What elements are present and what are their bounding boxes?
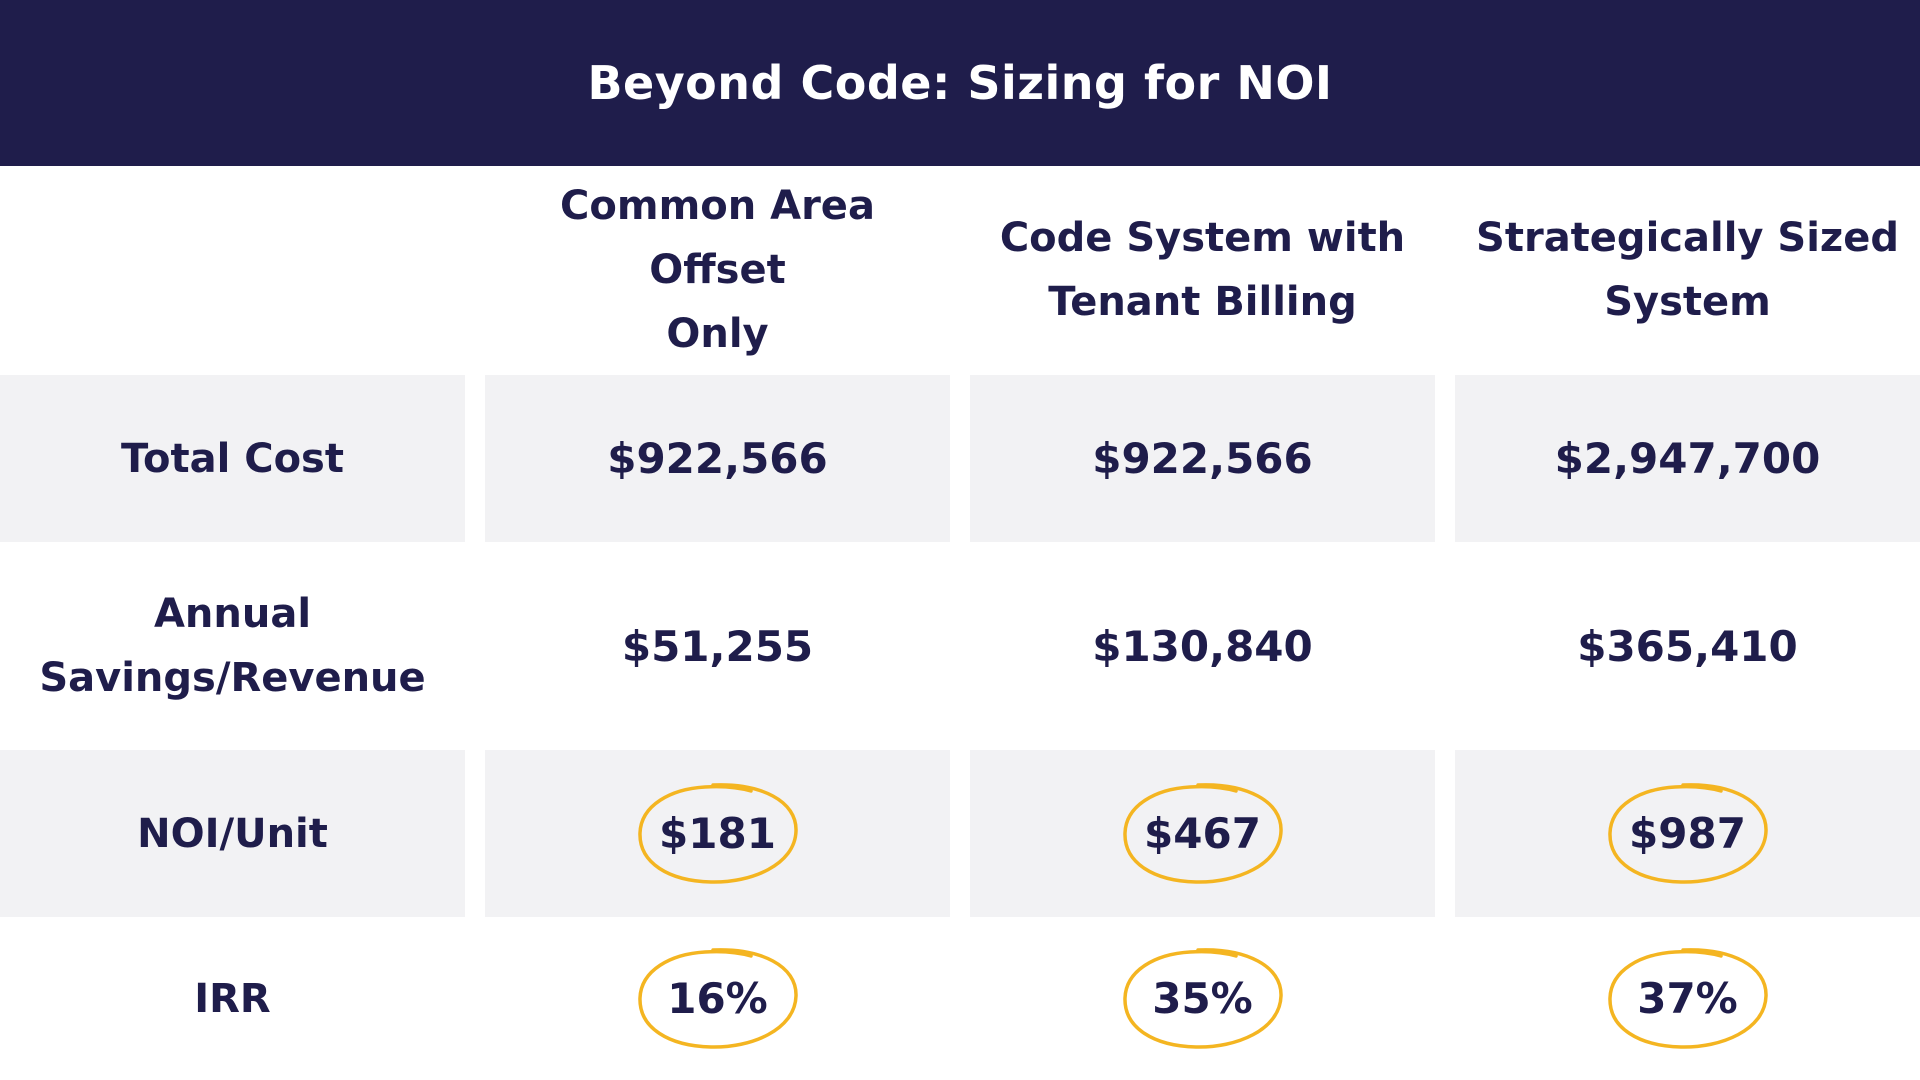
row-label-annual-savings: Annual Savings/Revenue (0, 542, 465, 750)
table-cell: $2,947,700 (1455, 375, 1920, 542)
table-cell: $467 (970, 750, 1435, 917)
cell-value: $922,566 (1092, 434, 1313, 483)
title-banner: Beyond Code: Sizing for NOI (0, 0, 1920, 166)
circled-value: 37% (1607, 947, 1768, 1049)
table-cell: $130,840 (970, 542, 1435, 750)
column-header-line: Only (666, 311, 769, 357)
table-cell: $987 (1455, 750, 1920, 917)
table-cell: 16% (485, 917, 950, 1080)
table-cell: $365,410 (1455, 542, 1920, 750)
table-cell: 37% (1455, 917, 1920, 1080)
circled-value: $181 (637, 782, 798, 884)
column-header-line: System (1604, 279, 1771, 325)
cell-value: $51,255 (621, 621, 814, 671)
table-cell: $51,255 (485, 542, 950, 750)
row-label-text: Savings/Revenue (39, 655, 426, 701)
cell-value: $130,840 (1092, 621, 1313, 671)
circled-value: $987 (1607, 782, 1768, 884)
row-label-text: NOI/Unit (137, 810, 328, 857)
table-cell: $922,566 (485, 375, 950, 542)
cell-value: 35% (1152, 974, 1253, 1023)
cell-value: $467 (1144, 809, 1261, 858)
table-cell: $922,566 (970, 375, 1435, 542)
row-label-text: Annual (153, 591, 312, 637)
circled-value: $467 (1122, 782, 1283, 884)
row-label-noi-unit: NOI/Unit (0, 750, 465, 917)
cell-value: $987 (1629, 809, 1746, 858)
column-header-line: Strategically Sized (1476, 215, 1899, 261)
column-header-line: Code System with (999, 215, 1406, 261)
column-header-line: Common Area Offset (560, 183, 875, 293)
page-title: Beyond Code: Sizing for NOI (587, 56, 1333, 110)
row-label-total-cost: Total Cost (0, 375, 465, 542)
circled-value: 16% (637, 947, 798, 1049)
cell-value: 37% (1637, 974, 1738, 1023)
circled-value: 35% (1122, 947, 1283, 1049)
column-header-strategic: Strategically Sized System (1455, 166, 1920, 374)
column-header-code-system: Code System with Tenant Billing (970, 166, 1435, 374)
column-header-common-area: Common Area Offset Only (485, 166, 950, 374)
row-label-text: Total Cost (121, 435, 344, 482)
row-label-text: IRR (194, 975, 271, 1022)
cell-value: $2,947,700 (1554, 434, 1821, 483)
row-label-irr: IRR (0, 917, 465, 1080)
column-header-line: Tenant Billing (1048, 279, 1357, 325)
cell-value: 16% (667, 974, 768, 1023)
cell-value: $922,566 (607, 434, 828, 483)
table-cell: $181 (485, 750, 950, 917)
table-cell: 35% (970, 917, 1435, 1080)
cell-value: $365,410 (1577, 621, 1798, 671)
cell-value: $181 (659, 809, 776, 858)
